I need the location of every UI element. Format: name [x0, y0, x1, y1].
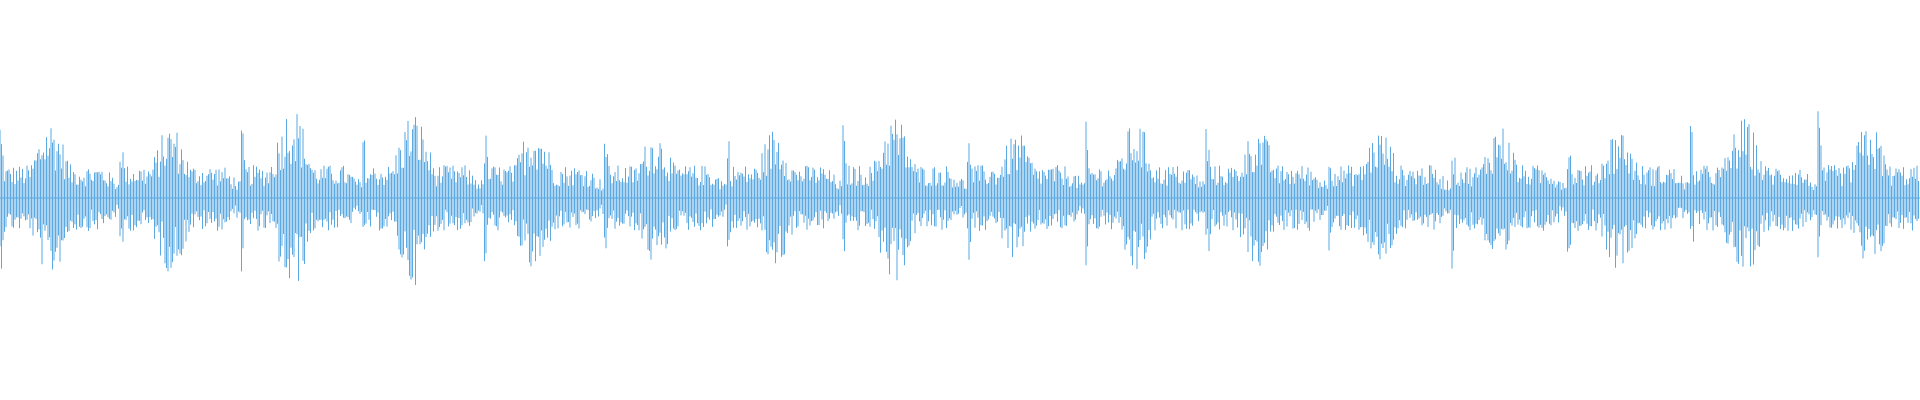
waveform [0, 111, 1919, 285]
